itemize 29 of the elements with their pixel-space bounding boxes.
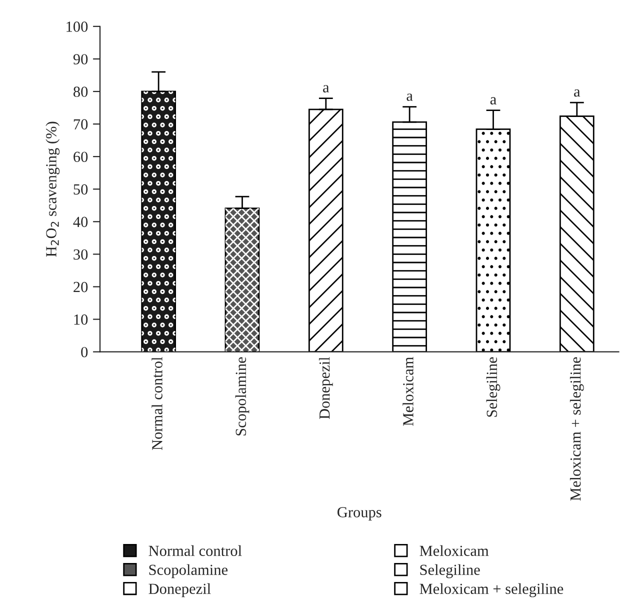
annotation: a xyxy=(490,97,496,104)
y-tick-label: 10 xyxy=(74,314,88,325)
y-tick-label: 20 xyxy=(74,282,88,292)
legend-label: Selegiline xyxy=(420,564,480,578)
legend-label: Meloxicam xyxy=(420,545,489,556)
annotation: a xyxy=(406,94,413,101)
y-tick-label: 70 xyxy=(74,119,88,130)
x-tick-label: Selegiline xyxy=(486,357,500,417)
y-tick-label: 100 xyxy=(66,22,88,32)
y-tick-label: 40 xyxy=(73,216,88,228)
x-tick-label: Meloxicam xyxy=(402,356,414,426)
legend-label: Donepezil xyxy=(148,583,211,598)
x-tick-label: Donepezil xyxy=(318,356,333,420)
y-tick-label: 50 xyxy=(74,184,88,195)
y-tick-label: 60 xyxy=(74,152,88,162)
annotation: a xyxy=(574,89,580,97)
x-axis-title: Groups xyxy=(338,507,382,520)
x-tick-label: Normal control xyxy=(152,356,162,450)
y-tick-label: 30 xyxy=(74,249,88,260)
y-tick-label: 0 xyxy=(81,346,88,358)
x-tick-label: Scopolamine xyxy=(235,357,250,436)
x-tick-label: Meloxicam + selegiline xyxy=(570,357,584,501)
annotation: a xyxy=(323,85,330,92)
y-axis-title: H$_{2}$O$_{2}$ scavenging (%) xyxy=(46,122,60,257)
legend-label: Scopolamine xyxy=(149,564,228,578)
y-tick-label: 90 xyxy=(73,54,88,64)
legend-label: Meloxicam + selegiline xyxy=(420,583,564,598)
y-tick-label: 80 xyxy=(74,86,88,97)
legend-label: Normal control xyxy=(148,545,242,556)
